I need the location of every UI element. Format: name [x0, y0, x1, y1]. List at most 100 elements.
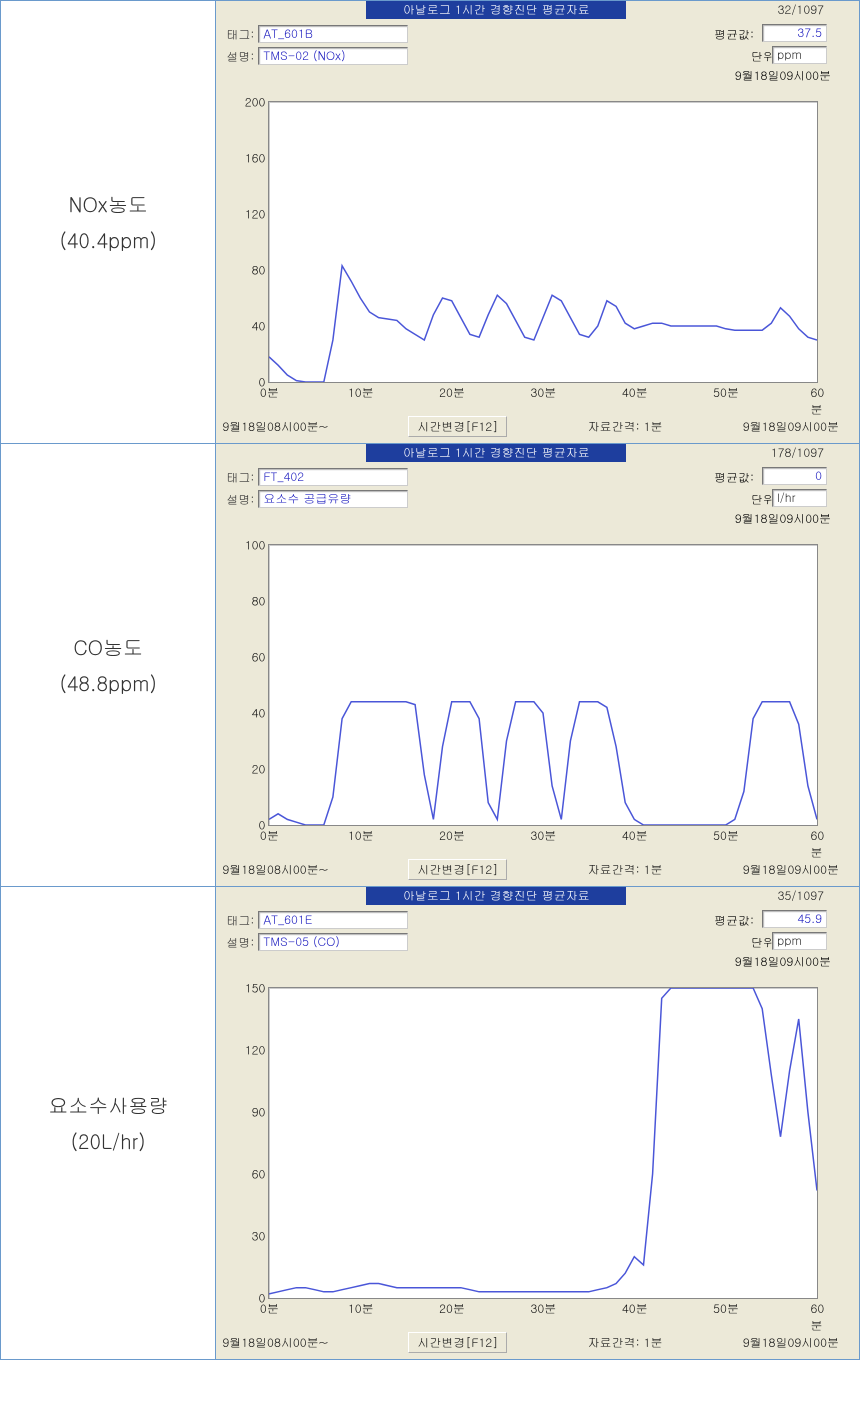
tag-label: 태그: [216, 912, 258, 929]
timestamp-end-top: 9월18일09시00분 [735, 510, 831, 527]
desc-value: TMS-02 (NOx) [258, 47, 408, 65]
x-tick-label: 20분 [439, 384, 465, 401]
y-tick-label: 20 [225, 761, 265, 778]
timestamp-start: 9월18일08시00분~ [222, 1334, 328, 1351]
data-line [269, 266, 817, 382]
desc-label: 설명: [216, 48, 258, 65]
y-tick-label: 120 [225, 206, 265, 223]
x-tick-label: 50분 [713, 384, 739, 401]
y-tick-label: 160 [225, 150, 265, 167]
timestamp-end-bottom: 9월18일09시00분 [743, 1334, 839, 1351]
chart-area: 03060901201500분10분20분30분40분50분60분 [216, 969, 859, 1329]
chart-panel: 아날로그 1시간 경향진단 평균자료 32/1097 태그: AT_601B 평균… [216, 1, 860, 444]
measurement-table: NOx농도(40.4ppm)아날로그 1시간 경향진단 평균자료 32/1097 … [0, 0, 860, 1360]
x-tick-label: 20분 [439, 827, 465, 844]
x-tick-label: 10분 [348, 384, 374, 401]
x-tick-label: 60분 [810, 827, 824, 861]
y-tick-label: 120 [225, 1042, 265, 1059]
tag-value: AT_601B [258, 25, 408, 43]
interval-label: 자료간격: 1분 [588, 1334, 663, 1351]
avg-label: 평균값: [714, 26, 754, 43]
data-line [269, 702, 817, 825]
unit-value: ppm [772, 46, 827, 64]
data-line [269, 988, 817, 1294]
x-tick-label: 30분 [530, 1300, 556, 1317]
y-tick-label: 100 [225, 537, 265, 554]
y-tick-label: 40 [225, 318, 265, 335]
y-tick-label: 150 [225, 980, 265, 997]
time-change-button[interactable]: 시간변경[F12] [408, 859, 507, 880]
x-tick-label: 0분 [260, 827, 279, 844]
x-tick-label: 0분 [260, 1300, 279, 1317]
panel-title: 아날로그 1시간 경향진단 평균자료 [366, 887, 626, 905]
y-tick-label: 30 [225, 1228, 265, 1245]
panel-title: 아날로그 1시간 경향진단 평균자료 [366, 1, 626, 19]
label-line2: (20L/hr) [1, 1123, 215, 1159]
timestamp-start: 9월18일08시00분~ [222, 418, 328, 435]
timestamp-start: 9월18일08시00분~ [222, 861, 328, 878]
x-tick-label: 50분 [713, 1300, 739, 1317]
label-line2: (40.4ppm) [1, 222, 215, 258]
y-tick-label: 60 [225, 649, 265, 666]
plot-region: 03060901201500분10분20분30분40분50분60분 [268, 987, 818, 1299]
plot-region: 040801201602000분10분20분30분40분50분60분 [268, 101, 818, 383]
label-line1: NOx농도 [1, 186, 215, 222]
line-chart [269, 545, 817, 825]
y-tick-label: 40 [225, 705, 265, 722]
page-counter: 35/1097 [778, 887, 824, 904]
y-tick-label: 200 [225, 94, 265, 111]
y-tick-label: 60 [225, 1166, 265, 1183]
label-line1: CO농도 [1, 629, 215, 665]
desc-label: 설명: [216, 491, 258, 508]
time-change-button[interactable]: 시간변경[F12] [408, 416, 507, 437]
chart-panel: 아날로그 1시간 경향진단 평균자료 178/1097 태그: FT_402 평균… [216, 444, 860, 887]
desc-value: 요소수 공급유량 [258, 490, 408, 508]
label-line2: (48.8ppm) [1, 665, 215, 701]
row-label: NOx농도(40.4ppm) [1, 1, 216, 444]
x-tick-label: 40분 [622, 384, 648, 401]
chart-area: 0204060801000분10분20분30분40분50분60분 [216, 526, 859, 856]
x-tick-label: 30분 [530, 384, 556, 401]
unit-value: l/hr [772, 489, 827, 507]
chart-panel: 아날로그 1시간 경향진단 평균자료35/1097 태그: AT_601E 평균… [216, 887, 860, 1360]
timestamp-end-top: 9월18일09시00분 [735, 67, 831, 84]
unit-value: ppm [772, 932, 827, 950]
x-tick-label: 40분 [622, 827, 648, 844]
y-tick-label: 80 [225, 262, 265, 279]
x-tick-label: 60분 [810, 384, 824, 418]
y-tick-label: 90 [225, 1104, 265, 1121]
plot-region: 0204060801000분10분20분30분40분50분60분 [268, 544, 818, 826]
timestamp-end-bottom: 9월18일09시00분 [743, 418, 839, 435]
timestamp-end-top: 9월18일09시00분 [735, 953, 831, 970]
avg-value: 37.5 [762, 24, 827, 42]
tag-label: 태그: [216, 469, 258, 486]
x-tick-label: 10분 [348, 1300, 374, 1317]
timestamp-end-bottom: 9월18일09시00분 [743, 861, 839, 878]
chart-area: 040801201602000분10분20분30분40분50분60분 [216, 83, 859, 413]
time-change-button[interactable]: 시간변경[F12] [408, 1332, 507, 1353]
avg-value: 0 [762, 467, 827, 485]
page-counter: 32/1097 [778, 1, 824, 18]
x-tick-label: 60분 [810, 1300, 824, 1334]
interval-label: 자료간격: 1분 [588, 418, 663, 435]
x-tick-label: 30분 [530, 827, 556, 844]
line-chart [269, 102, 817, 382]
tag-label: 태그: [216, 26, 258, 43]
label-line1: 요소수사용량 [1, 1087, 215, 1123]
line-chart [269, 988, 817, 1298]
avg-label: 평균값: [714, 469, 754, 486]
page-counter: 178/1097 [771, 444, 824, 461]
x-tick-label: 40분 [622, 1300, 648, 1317]
x-tick-label: 0분 [260, 384, 279, 401]
row-label: 요소수사용량(20L/hr) [1, 887, 216, 1360]
row-label: CO농도(48.8ppm) [1, 444, 216, 887]
desc-label: 설명: [216, 934, 258, 951]
y-tick-label: 80 [225, 593, 265, 610]
desc-value: TMS-05 (CO) [258, 933, 408, 951]
avg-label: 평균값: [714, 912, 754, 929]
tag-value: FT_402 [258, 468, 408, 486]
avg-value: 45.9 [762, 910, 827, 928]
x-tick-label: 10분 [348, 827, 374, 844]
x-tick-label: 20분 [439, 1300, 465, 1317]
panel-title: 아날로그 1시간 경향진단 평균자료 [366, 444, 626, 462]
